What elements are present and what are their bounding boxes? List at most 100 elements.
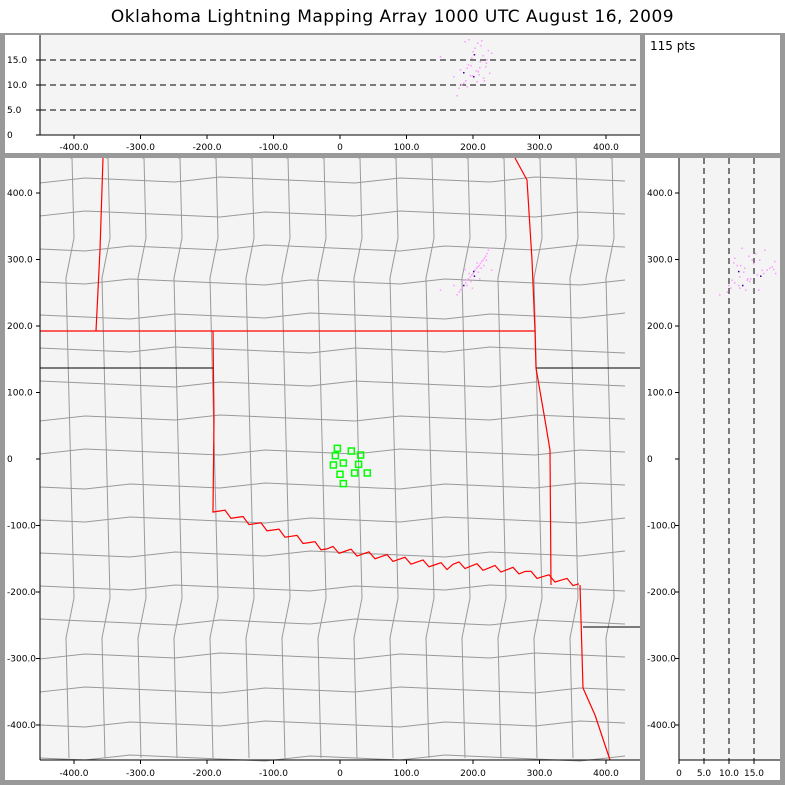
lightning-source [467, 278, 470, 280]
lightning-source [764, 249, 766, 252]
lightning-source [466, 284, 468, 287]
county-line [101, 157, 111, 759]
lightning-source [759, 259, 761, 261]
lightning-source [726, 291, 728, 293]
lightning-source [773, 268, 775, 271]
lightning-source [761, 269, 763, 271]
county-line [137, 157, 147, 759]
lightning-source [739, 287, 741, 289]
lightning-source [466, 86, 468, 88]
lightning-source [478, 67, 481, 69]
lightning-source [476, 266, 479, 268]
lightning-source [473, 275, 476, 277]
county-line [39, 618, 626, 626]
county-line [39, 720, 626, 728]
lightning-source [466, 67, 468, 69]
county-line [569, 157, 579, 759]
lightning-source [480, 267, 482, 269]
lightning-source [490, 52, 493, 54]
lightning-source [477, 71, 480, 73]
y-tick-label: 10.0 [7, 81, 27, 91]
lightning-source [479, 61, 482, 63]
y-tick-label: 200.0 [647, 322, 673, 332]
lightning-source [738, 284, 740, 287]
lightning-source [488, 72, 491, 74]
lightning-source [456, 95, 458, 97]
x-tick-label: -300.0 [126, 143, 155, 153]
plan-view-map: 400.0 300.0 200.0 100.0 0 -100.0 -200.0 -300.0 -… [7, 157, 640, 779]
point-count-panel: 115 pts [645, 35, 780, 153]
county-line [389, 157, 399, 759]
county-line [353, 157, 363, 759]
county-line [497, 157, 507, 759]
lightning-source [742, 284, 744, 287]
lightning-source [743, 271, 745, 273]
lightning-source [474, 47, 476, 49]
ns-altitude-plot: 0 5.0 10.0 15.0 400.0 300.0 200.0 100.0 0 -100.0 -… [647, 158, 780, 779]
county-line [65, 157, 75, 759]
county-line [533, 157, 543, 759]
county-line [39, 448, 626, 456]
chart-title: Oklahoma Lightning Mapping Array 1000 UT… [0, 0, 785, 33]
lightning-source [751, 259, 753, 261]
lightning-source [749, 280, 751, 283]
lightning-source [490, 269, 493, 271]
lightning-source [771, 266, 773, 268]
lightning-source [475, 267, 478, 269]
x-tick-label: 0 [337, 143, 343, 153]
lightning-source [479, 262, 482, 265]
lightning-source [487, 50, 490, 52]
lightning-source [719, 294, 721, 296]
x-tick-label: 0 [676, 769, 682, 779]
lightning-source [734, 257, 736, 260]
county-line [173, 157, 183, 759]
lightning-source [467, 64, 470, 66]
plot-background [40, 158, 640, 760]
x-tick-label: 0 [337, 769, 343, 779]
lightning-source [486, 252, 488, 255]
red-river-border [212, 509, 580, 587]
y-tick-label: -300.0 [7, 655, 36, 665]
lightning-source [485, 259, 488, 261]
x-tick-label: 300.0 [527, 143, 553, 153]
x-tick-label: 10.0 [719, 769, 739, 779]
county-line [39, 176, 626, 184]
lightning-source [458, 291, 460, 293]
lightning-source [471, 57, 473, 59]
lma-station [331, 451, 340, 460]
county-borders [39, 157, 626, 762]
lightning-source [461, 84, 463, 86]
lightning-source [478, 74, 480, 76]
y-tick-label: -200.0 [647, 588, 676, 598]
x-tick-label: 200.0 [460, 769, 486, 779]
lma-station [347, 447, 356, 455]
county-line [39, 754, 626, 762]
lightning-source [453, 76, 455, 78]
y-tick-label: -400.0 [7, 721, 36, 731]
lma-station [354, 460, 363, 469]
county-line [39, 414, 626, 422]
lightning-source [769, 267, 771, 269]
county-line [317, 157, 327, 759]
county-line [39, 550, 626, 558]
lightning-source [748, 255, 750, 258]
y-tick-label: 300.0 [7, 256, 33, 266]
y-tick-label: -300.0 [647, 655, 676, 665]
lightning-source [463, 72, 465, 74]
lightning-source [476, 262, 478, 264]
state-border-mo-ok-ar [514, 157, 552, 586]
y-tick-label: -100.0 [647, 522, 676, 532]
lightning-source [461, 287, 463, 289]
lightning-source [482, 264, 485, 267]
lightning-source [468, 39, 470, 41]
x-tick-label: 100.0 [394, 769, 420, 779]
lightning-source [480, 40, 483, 42]
ns-altitude-panel: 0 5.0 10.0 15.0 400.0 300.0 200.0 100.0 0 -100.0 -… [645, 158, 780, 780]
county-line [39, 482, 626, 490]
lightning-source [474, 269, 476, 271]
lightning-source [463, 279, 465, 281]
lightning-source [775, 272, 777, 275]
lightning-source [469, 276, 472, 278]
lightning-source [774, 260, 776, 263]
county-line [39, 584, 626, 592]
